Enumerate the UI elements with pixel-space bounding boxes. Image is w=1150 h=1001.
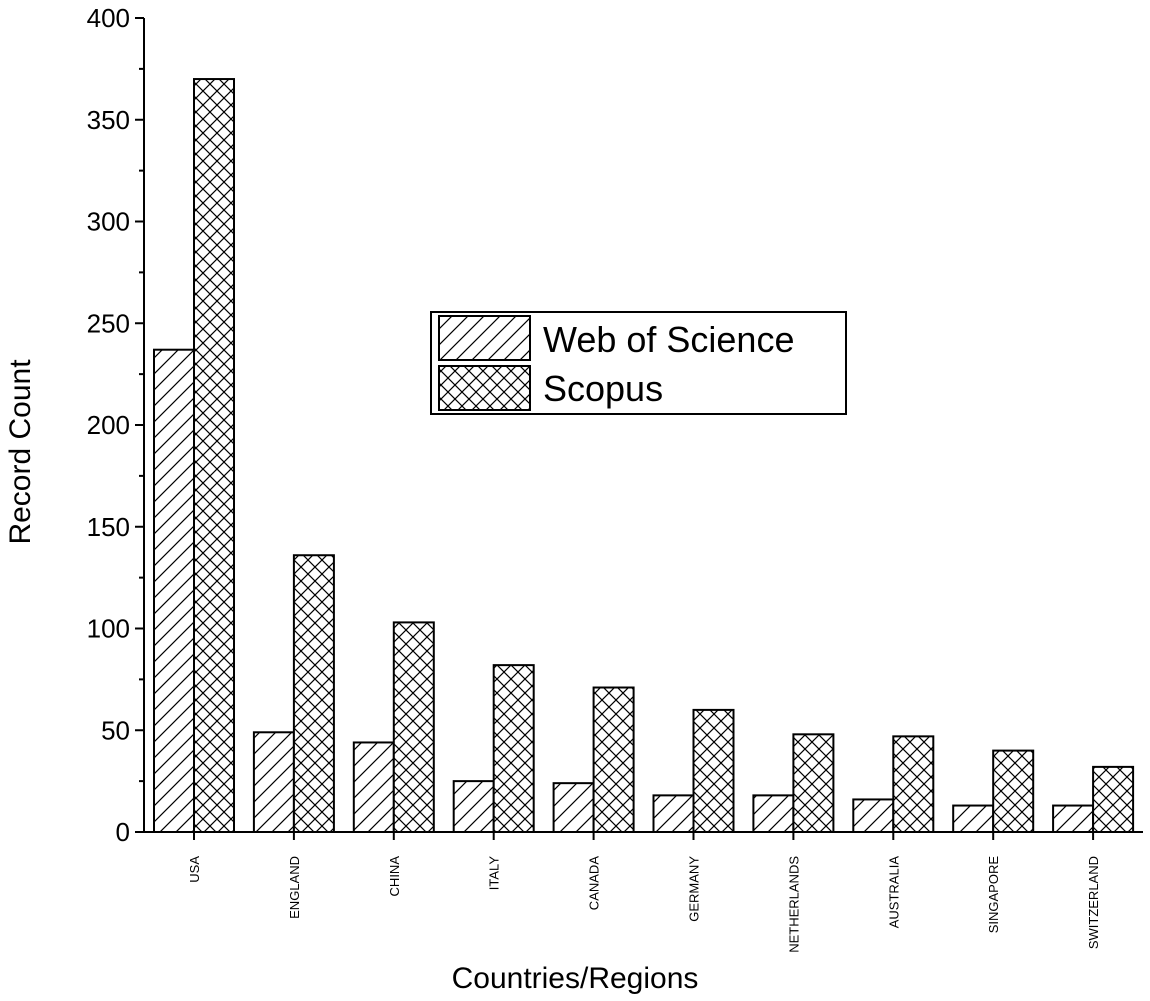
y-axis-title: Record Count xyxy=(4,359,37,545)
x-category-label: ITALY xyxy=(487,856,502,891)
x-category-label: SINGAPORE xyxy=(986,856,1001,934)
x-category-label: GERMANY xyxy=(687,856,702,922)
y-tick-label: 400 xyxy=(87,3,130,33)
bar-scopus xyxy=(1092,765,1135,834)
x-category-label: NETHERLANDS xyxy=(786,856,801,953)
x-category-label: SWITZERLAND xyxy=(1086,856,1101,949)
bar-scopus xyxy=(392,621,435,834)
x-category-label: AUSTRALIA xyxy=(886,856,901,929)
bar-web-of-science xyxy=(952,804,995,833)
axes xyxy=(135,17,1143,840)
x-axis-title: Countries/Regions xyxy=(452,962,699,995)
bar-web-of-science xyxy=(852,798,895,834)
legend-swatch-web-of-science xyxy=(438,315,531,361)
bar-web-of-science xyxy=(1052,804,1095,833)
x-category-label: USA xyxy=(187,856,202,883)
bar-web-of-science xyxy=(652,794,695,833)
bar-scopus xyxy=(592,686,635,834)
bar-scopus xyxy=(492,664,535,833)
bar-web-of-science xyxy=(552,782,595,833)
legend-label-web-of-science: Web of Science xyxy=(543,319,794,360)
y-tick-label: 200 xyxy=(87,410,130,440)
legend: Web of Science Scopus xyxy=(430,311,847,415)
bar-web-of-science xyxy=(452,780,495,833)
bar-web-of-science xyxy=(352,741,395,834)
y-tick-label: 250 xyxy=(87,308,130,338)
y-tick-label: 50 xyxy=(101,715,130,745)
bar-web-of-science xyxy=(752,794,795,833)
bar-scopus xyxy=(792,733,835,834)
y-tick-label: 300 xyxy=(87,207,130,237)
legend-swatch-scopus xyxy=(438,365,531,411)
bar-scopus xyxy=(292,554,335,833)
y-tick-label: 0 xyxy=(116,817,130,847)
legend-label-scopus: Scopus xyxy=(543,368,663,409)
y-tick-label: 100 xyxy=(87,614,130,644)
bar-scopus xyxy=(692,708,735,834)
labels: 0 50 100 150 200 250 300 350 400 USA ENGLAND CHINA I… xyxy=(87,3,1101,953)
bar-scopus xyxy=(892,735,935,833)
bar-web-of-science xyxy=(252,731,295,833)
x-category-label: ENGLAND xyxy=(287,856,302,919)
bar-web-of-science xyxy=(153,348,195,833)
bar-scopus xyxy=(992,749,1035,833)
x-category-label: CHINA xyxy=(387,856,402,897)
y-tick-label: 350 xyxy=(87,105,130,135)
bar-scopus xyxy=(193,78,235,834)
bars xyxy=(153,78,1135,834)
y-tick-label: 150 xyxy=(87,512,130,542)
x-category-label: CANADA xyxy=(587,856,602,911)
